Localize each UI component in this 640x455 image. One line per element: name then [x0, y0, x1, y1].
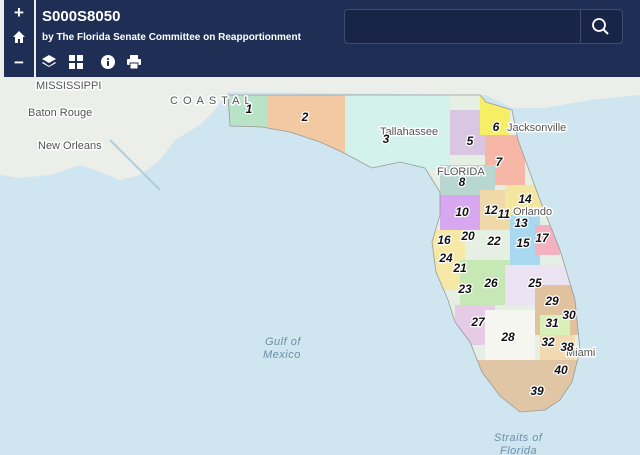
zoom-in-button[interactable]: + [14, 3, 24, 22]
florida-outline [227, 94, 581, 413]
home-button[interactable] [4, 25, 34, 50]
place-label: FLORIDA [437, 166, 485, 178]
water-label: Gulf of [265, 336, 301, 348]
place-label: Baton Rouge [28, 107, 92, 119]
district-label: 22 [486, 234, 501, 248]
district-label: 40 [553, 363, 568, 377]
place-label: Jacksonville [507, 122, 566, 134]
district-label: 25 [527, 276, 542, 290]
district-label: 20 [460, 229, 475, 243]
district-label: 10 [455, 205, 469, 219]
district-label: 16 [437, 233, 451, 247]
place-label: New Orleans [38, 140, 102, 152]
district-label: 1 [246, 102, 253, 116]
district-label: 30 [562, 308, 576, 322]
district-label: 6 [493, 120, 500, 134]
district-label: 12 [484, 203, 498, 217]
place-label: Tallahassee [380, 126, 438, 138]
header-panel: S000S8050 by The Florida Senate Committe… [36, 0, 640, 77]
region-label: COASTAL [170, 95, 256, 107]
district-label: 24 [438, 251, 453, 265]
district-label: 13 [514, 216, 528, 230]
district-label: 3 [383, 132, 390, 146]
place-label: Miami [566, 347, 595, 359]
district-label: 11 [498, 207, 511, 221]
search-box[interactable] [344, 9, 623, 44]
water-label: Mexico [263, 349, 301, 361]
layers-button[interactable] [42, 55, 56, 67]
district-label: 2 [301, 110, 309, 124]
search-button[interactable] [580, 10, 622, 43]
title: S000S8050 [42, 8, 121, 25]
district-label: 15 [516, 236, 530, 250]
district-label: 32 [541, 335, 555, 349]
home-icon [13, 31, 25, 43]
subtitle: by The Florida Senate Committee on Reapp… [42, 32, 301, 43]
district-label: 8 [459, 175, 466, 189]
district-label: 21 [452, 261, 467, 275]
district-label: 38 [560, 340, 574, 354]
water-label: Straits of [494, 432, 543, 444]
district-label: 27 [470, 315, 486, 329]
info-button[interactable] [101, 55, 115, 69]
district-label: 26 [483, 276, 498, 290]
district-label: 17 [535, 231, 550, 245]
district-label: 5 [467, 134, 474, 148]
toolbar [42, 55, 141, 70]
zoom-controls: + − [4, 0, 34, 77]
district-label: 28 [500, 330, 515, 344]
district-label: 14 [518, 192, 532, 206]
zoom-out-button[interactable]: − [14, 53, 24, 72]
district-label: 31 [545, 316, 559, 330]
water-label: Florida [500, 445, 537, 455]
place-label: MISSISSIPPI [36, 80, 101, 92]
print-button[interactable] [127, 55, 141, 70]
river [109, 139, 161, 191]
district-label: 29 [544, 294, 559, 308]
search-icon [592, 18, 609, 35]
district-label: 39 [530, 384, 544, 398]
district-label: 7 [496, 155, 504, 169]
basemap-button[interactable] [69, 55, 83, 69]
place-label: Orlando [513, 206, 552, 218]
district-label: 23 [457, 282, 472, 296]
